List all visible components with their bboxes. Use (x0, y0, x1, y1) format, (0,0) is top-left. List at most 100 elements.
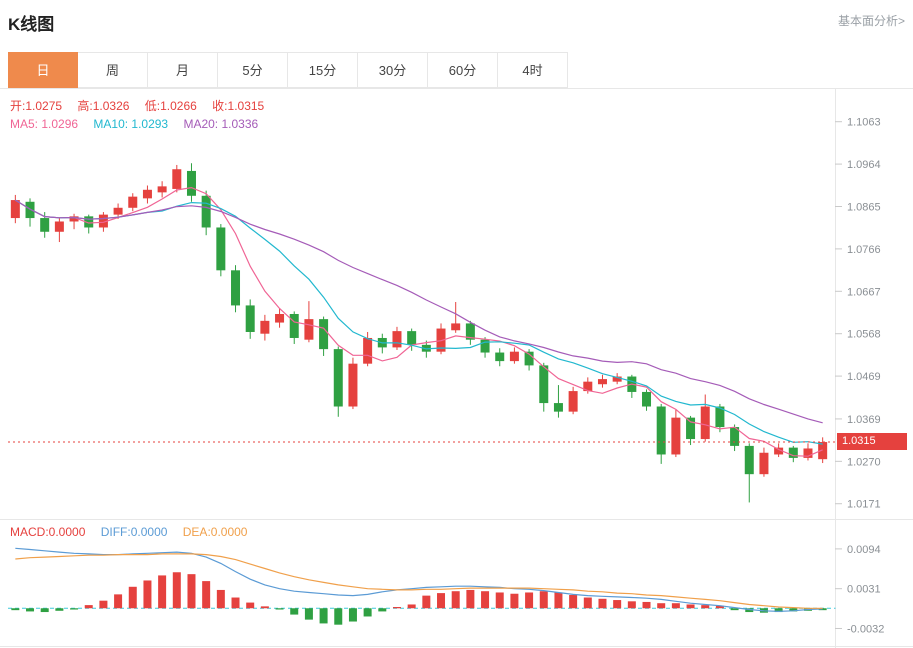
ma5-label: MA5: (10, 117, 42, 131)
macd-bar (437, 593, 446, 609)
candle-body (642, 391, 652, 407)
price-axis-label: 1.0667 (847, 286, 881, 298)
ma10-label: MA10: (93, 117, 132, 131)
low-label: 低: (144, 99, 161, 113)
macd-bar (598, 598, 607, 609)
macd-bar (70, 608, 79, 610)
price-axis-label: 1.0270 (847, 456, 881, 468)
timeframe-tab[interactable]: 30分 (358, 52, 428, 88)
candle-body (553, 403, 563, 412)
macd-axis-label: -0.0032 (847, 623, 884, 635)
timeframe-tab[interactable]: 月 (148, 52, 218, 88)
candle-body (568, 391, 578, 412)
macd-label: MACD: (10, 525, 49, 539)
candle-body (172, 169, 182, 189)
current-price-badge: 1.0315 (837, 433, 907, 451)
candle-body (730, 427, 740, 446)
candle-body (392, 331, 402, 348)
candle-body (539, 365, 549, 404)
macd-bar (348, 608, 357, 622)
candle-body (451, 323, 461, 331)
macd-bar (745, 608, 754, 613)
ma20-value: 1.0336 (221, 117, 259, 131)
macd-legend: MACD:0.0000 DIFF:0.0000 DEA:0.0000 (10, 525, 259, 539)
candle-body (25, 201, 35, 219)
price-axis-label: 1.0469 (847, 371, 881, 383)
candle-body (774, 447, 784, 455)
candle-body (69, 216, 79, 222)
macd-bar (407, 604, 416, 609)
timeframe-tab[interactable]: 4时 (498, 52, 568, 88)
candle-body (656, 406, 666, 455)
macd-bar (481, 591, 490, 609)
macd-axis-label: 0.0094 (847, 544, 881, 556)
candle-body (54, 221, 64, 232)
ma-legend: MA5: 1.0296 MA10: 1.0293 MA20: 1.0336 (10, 117, 270, 131)
candle-body (84, 216, 94, 228)
macd-bar (510, 593, 519, 609)
macd-bar (84, 605, 93, 609)
candle-body (275, 313, 285, 323)
timeframe-tab[interactable]: 日 (8, 52, 78, 88)
macd-bar (451, 591, 460, 609)
macd-bar (466, 589, 475, 609)
candle-body (333, 349, 343, 407)
candle-body (40, 218, 50, 232)
macd-bar (172, 572, 181, 609)
candle-body (465, 323, 475, 340)
candle-body (319, 319, 329, 350)
macd-bar (363, 608, 372, 617)
candle-body (142, 189, 152, 199)
macd-value: 0.0000 (48, 525, 86, 539)
dea-line (15, 553, 823, 609)
ma20-label: MA20: (183, 117, 222, 131)
ma20-line (15, 199, 823, 424)
candle-body (509, 351, 519, 362)
diff-value: 0.0000 (130, 525, 168, 539)
candles-layer (10, 163, 828, 503)
macd-bar (686, 604, 695, 609)
candle-body (289, 313, 299, 338)
macd-axis-label: 0.0031 (847, 584, 881, 596)
macd-bar (26, 608, 35, 612)
candle-body (245, 305, 255, 332)
candle-body (744, 445, 754, 475)
candle-body (260, 320, 270, 334)
timeframe-tab[interactable]: 60分 (428, 52, 498, 88)
ohlc-legend: 开:1.0275 高:1.0326 低:1.0266 收:1.0315 (10, 97, 276, 114)
macd-bar (378, 608, 387, 612)
candle-body (788, 447, 798, 458)
timeframe-tab[interactable]: 15分 (288, 52, 358, 88)
fundamental-analysis-link[interactable]: 基本面分析> (837, 14, 905, 28)
candle-body (98, 214, 108, 228)
high-label: 高: (77, 99, 93, 113)
macd-bar (216, 589, 225, 609)
dea-value: 0.0000 (210, 525, 248, 539)
candle-body (186, 170, 196, 196)
candle-body (128, 196, 138, 208)
candle-body (407, 331, 417, 345)
macd-bar (774, 608, 783, 613)
macd-bar (202, 581, 211, 609)
macd-bar (11, 608, 20, 611)
price-axis-label: 1.0369 (847, 414, 881, 426)
candle-body (524, 351, 534, 366)
timeframe-tab[interactable]: 周 (78, 52, 148, 88)
ma5-value: 1.0296 (41, 117, 79, 131)
macd-bar (789, 608, 798, 612)
macd-bar (642, 601, 651, 609)
candle-body (803, 448, 813, 458)
macd-bar (495, 592, 504, 609)
macd-bar (539, 591, 548, 609)
kline-chart-svg: 1.1063 1.0964 1.0865 1.0766 1.0667 1.0568 1.04… (0, 89, 913, 648)
price-axis-label: 1.0766 (847, 244, 881, 256)
macd-bar (392, 607, 401, 609)
timeframe-tab[interactable]: 5分 (218, 52, 288, 88)
candle-body (231, 270, 241, 306)
candle-body (10, 200, 20, 219)
candle-body (715, 406, 725, 428)
candle-body (113, 207, 123, 215)
candle-body (700, 406, 710, 440)
widget-header: K线图 基本面分析> (0, 0, 913, 52)
